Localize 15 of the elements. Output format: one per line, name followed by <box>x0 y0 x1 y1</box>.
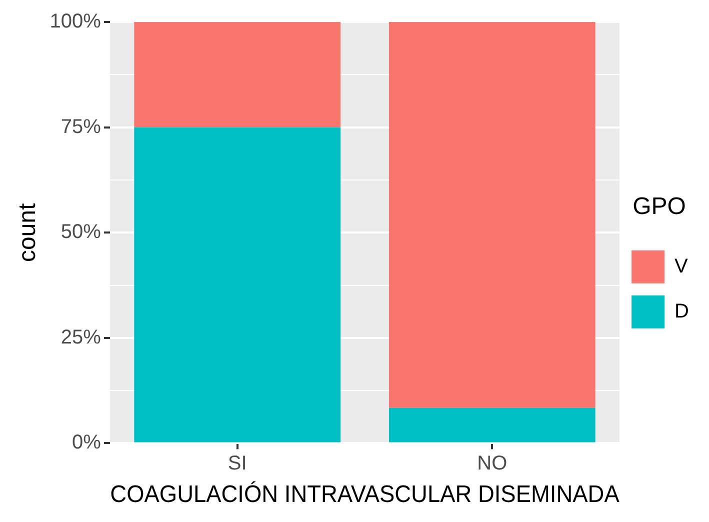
y-axis-title: count <box>14 202 42 262</box>
legend-title: GPO <box>632 193 686 220</box>
legend-label: V <box>674 255 689 278</box>
y-tick-label: 0% <box>72 432 102 454</box>
y-tick-label: 75% <box>60 116 102 138</box>
bar <box>388 408 596 442</box>
bar <box>134 127 341 442</box>
bar <box>134 22 341 128</box>
x-axis-title: COAGULACIÓN INTRAVASCULAR DISEMINADA <box>110 480 620 508</box>
y-tick-label: 25% <box>60 326 102 348</box>
x-tick-label: NO <box>477 452 508 475</box>
y-tick-label: 50% <box>60 221 102 244</box>
legend-label: D <box>674 300 690 322</box>
y-tick-label: 100% <box>50 10 102 33</box>
x-tick-label: SI <box>228 452 247 475</box>
